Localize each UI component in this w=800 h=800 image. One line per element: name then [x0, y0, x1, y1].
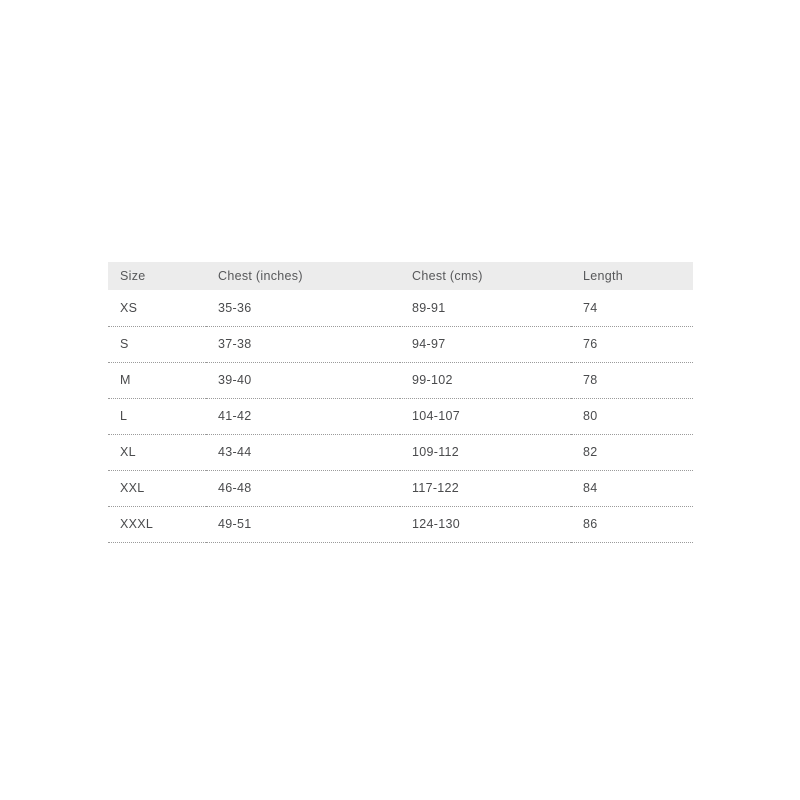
cell-chest-inches: 49-51: [206, 506, 400, 543]
cell-size: XXL: [108, 470, 206, 507]
cell-length: 74: [571, 290, 693, 327]
cell-chest-inches: 46-48: [206, 470, 400, 507]
cell-length: 82: [571, 434, 693, 471]
table-header-row: Size Chest (inches) Chest (cms) Length: [108, 262, 693, 290]
cell-length: 80: [571, 398, 693, 435]
cell-length: 84: [571, 470, 693, 507]
column-header-chest-inches: Chest (inches): [206, 262, 400, 290]
cell-chest-cms: 89-91: [400, 290, 571, 327]
cell-chest-cms: 109-112: [400, 434, 571, 471]
column-header-size: Size: [108, 262, 206, 290]
cell-chest-inches: 35-36: [206, 290, 400, 327]
cell-length: 76: [571, 326, 693, 363]
size-chart: Size Chest (inches) Chest (cms) Length X…: [108, 262, 693, 543]
cell-size: XL: [108, 434, 206, 471]
table-row: XL 43-44 109-112 82: [108, 434, 693, 471]
table-row: S 37-38 94-97 76: [108, 326, 693, 363]
cell-size: M: [108, 362, 206, 399]
cell-chest-cms: 117-122: [400, 470, 571, 507]
cell-chest-inches: 43-44: [206, 434, 400, 471]
table-row: XXL 46-48 117-122 84: [108, 470, 693, 507]
table-row: XS 35-36 89-91 74: [108, 290, 693, 327]
cell-size: XXXL: [108, 506, 206, 543]
cell-chest-inches: 37-38: [206, 326, 400, 363]
cell-chest-cms: 124-130: [400, 506, 571, 543]
cell-size: XS: [108, 290, 206, 327]
cell-length: 86: [571, 506, 693, 543]
table-row: M 39-40 99-102 78: [108, 362, 693, 399]
cell-chest-cms: 99-102: [400, 362, 571, 399]
cell-size: S: [108, 326, 206, 363]
cell-chest-inches: 41-42: [206, 398, 400, 435]
cell-chest-cms: 104-107: [400, 398, 571, 435]
table-row: L 41-42 104-107 80: [108, 398, 693, 435]
cell-size: L: [108, 398, 206, 435]
table-row: XXXL 49-51 124-130 86: [108, 506, 693, 543]
cell-length: 78: [571, 362, 693, 399]
column-header-chest-cms: Chest (cms): [400, 262, 571, 290]
cell-chest-inches: 39-40: [206, 362, 400, 399]
size-chart-table: Size Chest (inches) Chest (cms) Length X…: [108, 262, 693, 543]
cell-chest-cms: 94-97: [400, 326, 571, 363]
column-header-length: Length: [571, 262, 693, 290]
